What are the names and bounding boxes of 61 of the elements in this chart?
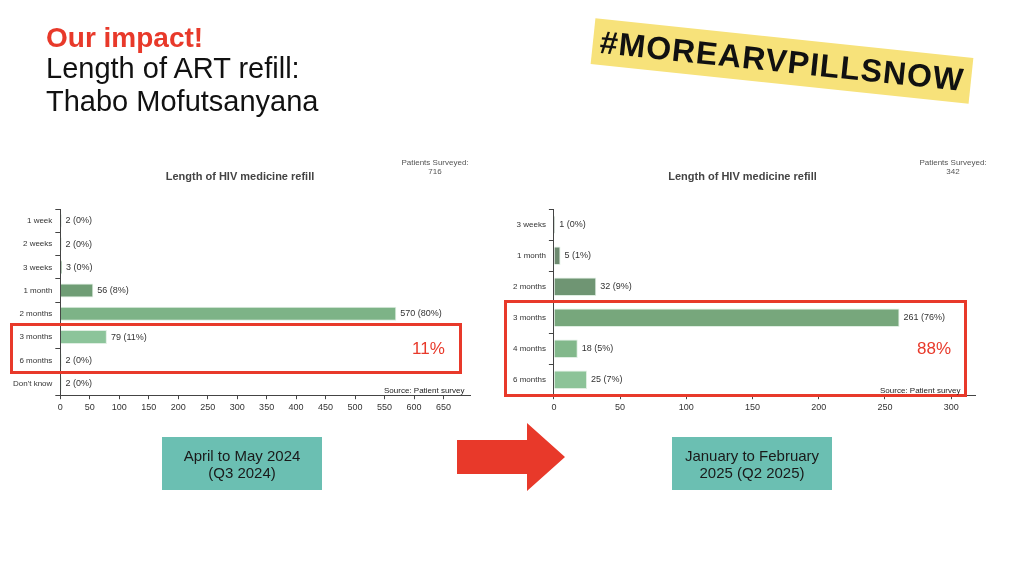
text: Patients Surveyed: 342 bbox=[918, 158, 988, 176]
annotation: 11% bbox=[412, 338, 445, 359]
data-label: 18 (5%) bbox=[581, 343, 614, 354]
data-label: 79 (11%) bbox=[110, 331, 147, 342]
x-tick-label: 100 bbox=[678, 402, 694, 413]
chart-title: Length of HIV medicine refill bbox=[668, 169, 817, 182]
data-label: 5 (1%) bbox=[564, 250, 592, 261]
data-label: 2 (0%) bbox=[65, 238, 93, 249]
annotation: Source: Patient survey bbox=[880, 386, 961, 395]
y-tick-label: 6 months bbox=[513, 374, 546, 384]
text: Length of ART refill: Thabo Mofutsanyana bbox=[46, 52, 319, 119]
x-tick-label: 150 bbox=[745, 402, 761, 413]
x-tick-label: 600 bbox=[406, 402, 422, 413]
x-tick-label: 650 bbox=[435, 402, 451, 413]
data-label: 261 (76%) bbox=[903, 312, 946, 323]
y-tick-label: 2 months bbox=[19, 309, 53, 319]
x-tick-label: 350 bbox=[259, 402, 275, 413]
text: April to May 2024 (Q3 2024) bbox=[162, 437, 322, 490]
text: Our impact! bbox=[46, 22, 204, 55]
y-tick-label: Don't know bbox=[13, 378, 53, 388]
chart-title: Length of HIV medicine refill bbox=[165, 169, 315, 182]
x-tick-label: 0 bbox=[551, 402, 557, 413]
x-tick-label: 300 bbox=[229, 402, 245, 413]
y-tick-label: 1 week bbox=[26, 216, 54, 226]
y-tick-label: 6 months bbox=[19, 355, 53, 365]
data-label: 570 (80%) bbox=[400, 308, 442, 319]
y-tick-label: 3 weeks bbox=[22, 262, 53, 272]
x-tick-label: 100 bbox=[111, 402, 127, 413]
data-label: 2 (0%) bbox=[65, 378, 93, 389]
y-tick-label: 1 month bbox=[517, 250, 546, 260]
x-tick-label: 400 bbox=[288, 402, 304, 413]
data-label: 1 (0%) bbox=[559, 219, 586, 230]
data-label: 32 (9%) bbox=[600, 281, 632, 292]
x-tick-label: 450 bbox=[318, 402, 334, 413]
y-tick-label: 1 month bbox=[23, 285, 53, 295]
text: January to February 2025 (Q2 2025) bbox=[672, 437, 832, 490]
x-tick-label: 500 bbox=[347, 402, 363, 413]
data-label: 2 (0%) bbox=[65, 354, 93, 365]
data-label: 56 (8%) bbox=[97, 285, 129, 296]
x-tick-label: 550 bbox=[377, 402, 393, 413]
text: Patients Surveyed: 716 bbox=[400, 158, 470, 176]
y-tick-label: 3 months bbox=[513, 312, 546, 322]
x-tick-label: 250 bbox=[877, 402, 893, 413]
x-tick-label: 50 bbox=[615, 402, 626, 413]
y-tick-label: 2 weeks bbox=[22, 239, 53, 249]
x-tick-label: 300 bbox=[943, 402, 959, 413]
x-tick-label: 50 bbox=[84, 402, 95, 413]
annotation: Source: Patient survey bbox=[384, 386, 465, 395]
x-tick-label: 200 bbox=[811, 402, 827, 413]
x-tick-label: 0 bbox=[57, 402, 63, 413]
y-tick-label: 3 weeks bbox=[516, 219, 546, 229]
x-tick-label: 250 bbox=[200, 402, 216, 413]
x-tick-label: 200 bbox=[170, 402, 186, 413]
data-label: 25 (7%) bbox=[591, 374, 623, 385]
data-label: 3 (0%) bbox=[66, 261, 93, 272]
annotation: 88% bbox=[917, 338, 952, 359]
data-label: 2 (0%) bbox=[65, 215, 93, 226]
x-tick-label: 150 bbox=[141, 402, 157, 413]
y-tick-label: 3 months bbox=[19, 332, 53, 342]
y-tick-label: 2 months bbox=[513, 281, 546, 291]
y-tick-label: 4 months bbox=[513, 343, 546, 353]
